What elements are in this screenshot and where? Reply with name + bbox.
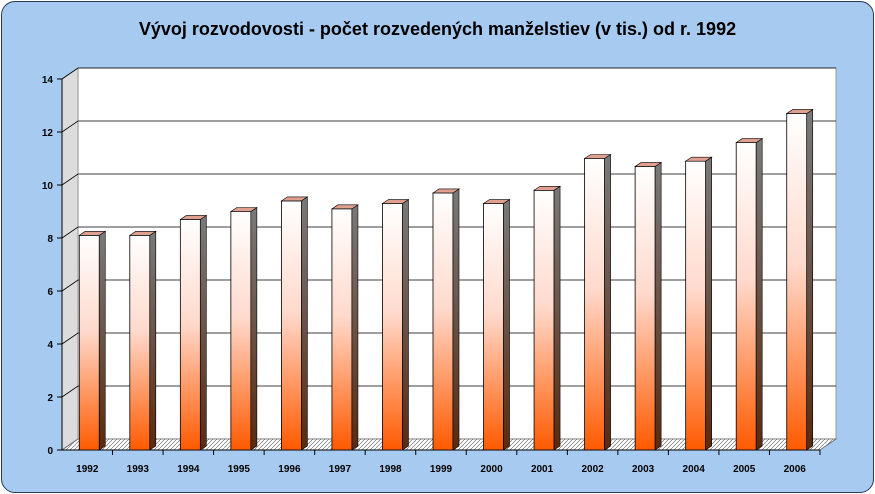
bar-top-1999: [432, 188, 460, 194]
bar-top-1997: [330, 204, 359, 210]
bar-1996: [280, 200, 302, 451]
y-tick-label: 12: [42, 128, 54, 139]
bar-2000: [483, 203, 504, 451]
y-tick-label: 4: [47, 340, 53, 351]
gridline: [61, 385, 836, 398]
bar-side-1995: [250, 206, 258, 451]
bar-2001: [533, 189, 555, 451]
bar-side-1994: [200, 214, 207, 451]
x-tick-label-2001: 2001: [531, 464, 554, 475]
bar-side-1999: [452, 188, 460, 451]
x-tick-label-1994: 1994: [177, 464, 200, 475]
bar-1992: [78, 234, 100, 451]
bar-side-2004: [705, 156, 712, 451]
bar-1999: [432, 192, 454, 451]
bar-1995: [230, 211, 252, 451]
x-tick-label-1999: 1999: [430, 464, 453, 475]
bar-1993: [129, 234, 151, 451]
bar-2002: [584, 158, 605, 451]
bar-2005: [735, 142, 757, 451]
x-tick-label-1995: 1995: [228, 464, 251, 475]
bar-2006: [786, 113, 808, 451]
gridline: [61, 332, 836, 345]
x-tick-label-1996: 1996: [278, 464, 301, 475]
gridline: [61, 120, 836, 133]
y-tick-label: 10: [42, 181, 54, 192]
bar-1994: [179, 219, 201, 451]
y-tick-label: 6: [47, 287, 53, 298]
gridline: [61, 226, 836, 239]
x-tick-label-1998: 1998: [379, 464, 402, 475]
x-tick-label-2004: 2004: [683, 464, 706, 475]
bar-top-2002: [583, 154, 612, 159]
x-tick-label-2006: 2006: [784, 464, 807, 475]
bar-side-2006: [806, 108, 814, 451]
y-tick-label: 14: [42, 75, 54, 86]
bar-top-1992: [78, 231, 107, 236]
x-tick-label-2003: 2003: [632, 464, 655, 475]
bar-2004: [685, 160, 707, 451]
gridline: [61, 279, 836, 292]
bar-top-2003: [634, 162, 663, 167]
plot-side-wall: [61, 67, 79, 451]
bar-side-1996: [301, 196, 308, 451]
bar-top-2000: [482, 199, 511, 204]
x-tick-label-2005: 2005: [733, 464, 756, 475]
x-tick-label-1992: 1992: [76, 464, 99, 475]
gridline: [61, 67, 836, 80]
bar-side-2005: [755, 138, 763, 451]
bar-2003: [634, 166, 656, 451]
bar-top-2004: [684, 156, 713, 162]
bar-side-1997: [351, 204, 359, 451]
x-tick-label-2000: 2000: [480, 464, 503, 475]
bar-side-1992: [98, 230, 106, 451]
bar-top-1994: [179, 215, 208, 220]
bar-1997: [331, 208, 353, 451]
bar-top-2005: [735, 138, 764, 143]
bar-side-2002: [604, 153, 611, 451]
gridline: [61, 173, 836, 186]
x-tick-label-2002: 2002: [581, 464, 604, 475]
bar-side-1998: [402, 198, 409, 451]
bar-top-1995: [229, 207, 258, 212]
bar-top-2006: [785, 109, 814, 114]
bar-top-1998: [381, 199, 410, 204]
x-tick-label-1993: 1993: [127, 464, 150, 475]
y-tick-label: 2: [47, 393, 53, 404]
chart-title: Vývoj rozvodovosti - počet rozvedených m…: [138, 19, 737, 39]
bar-1998: [382, 203, 403, 451]
x-tick-label-1997: 1997: [329, 464, 352, 475]
bar-side-2000: [503, 198, 510, 451]
bar-top-1996: [280, 196, 309, 202]
y-tick-label: 8: [47, 234, 53, 245]
bar-side-1993: [149, 230, 157, 451]
bar-top-2001: [533, 186, 562, 191]
y-tick-label: 0: [47, 446, 53, 457]
bar-top-1993: [128, 231, 157, 236]
bar-side-2001: [553, 185, 561, 451]
bar-side-2003: [654, 161, 662, 451]
